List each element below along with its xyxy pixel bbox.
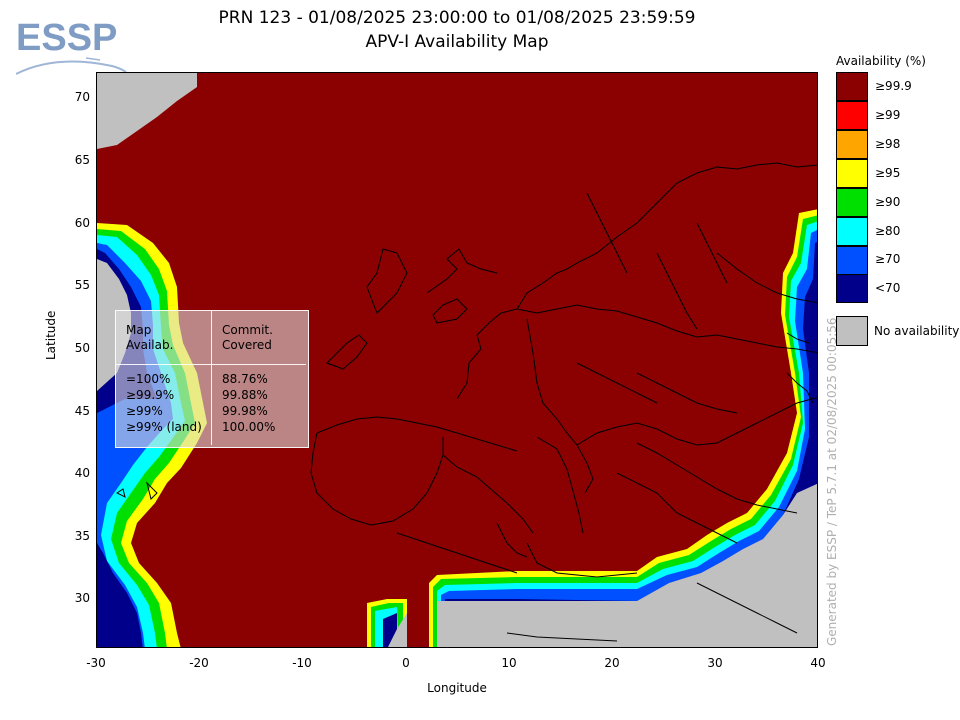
legend-swatch bbox=[836, 101, 868, 130]
legend-label: ≥99.9 bbox=[875, 79, 912, 93]
legend-label: ≥80 bbox=[875, 224, 901, 238]
no-availability-label: No availability bbox=[874, 324, 960, 338]
stats-header-commit: Commit. bbox=[222, 323, 273, 337]
x-axis-label: Longitude bbox=[427, 681, 487, 695]
stats-row-value: 99.98% bbox=[222, 404, 268, 418]
x-tick-label: -20 bbox=[189, 656, 209, 670]
x-tick-label: -10 bbox=[292, 656, 312, 670]
legend-label: ≥70 bbox=[875, 252, 901, 266]
stats-divider-horizontal bbox=[116, 364, 306, 365]
y-axis-label: Latitude bbox=[44, 310, 58, 360]
coverage-stats-table: Map Availab. Commit. Covered =100% 88.76… bbox=[115, 310, 309, 448]
stats-row-value: 88.76% bbox=[222, 372, 268, 386]
legend-swatch bbox=[836, 246, 868, 275]
essp-logo: ESSP bbox=[15, 14, 136, 84]
x-tick-label: -30 bbox=[86, 656, 106, 670]
x-tick-label: 10 bbox=[501, 656, 517, 670]
stats-header-commit-covered: Commit. Covered bbox=[222, 323, 273, 353]
no-availability-swatch bbox=[836, 316, 868, 346]
y-tick-label: 65 bbox=[74, 153, 90, 167]
stats-header-covered: Covered bbox=[222, 338, 272, 352]
x-tick-label: 40 bbox=[810, 656, 826, 670]
y-tick-label: 30 bbox=[74, 591, 90, 605]
legend-swatch bbox=[836, 188, 868, 217]
legend-swatch bbox=[836, 159, 868, 188]
legend-label: ≥99 bbox=[875, 108, 901, 122]
y-tick-label: 40 bbox=[74, 466, 90, 480]
legend-label: ≥98 bbox=[875, 137, 901, 151]
y-tick-label: 60 bbox=[74, 216, 90, 230]
stats-header-availab: Availab. bbox=[126, 338, 174, 352]
stats-row-label: ≥99.9% bbox=[126, 388, 175, 402]
legend-title: Availability (%) bbox=[836, 54, 926, 68]
stats-row-label: ≥99% bbox=[126, 404, 163, 418]
map-subtitle: APV-I Availability Map bbox=[365, 32, 549, 52]
stats-divider-vertical bbox=[211, 311, 212, 445]
legend-label: ≥90 bbox=[875, 195, 901, 209]
stats-header-map: Map bbox=[126, 323, 152, 337]
legend-swatch bbox=[836, 72, 868, 101]
y-tick-label: 35 bbox=[74, 529, 90, 543]
logo-text: ESSP bbox=[16, 17, 117, 59]
legend-label: <70 bbox=[875, 281, 901, 295]
legend-label: ≥95 bbox=[875, 166, 901, 180]
stats-row-label: ≥99% (land) bbox=[126, 420, 202, 434]
stats-row-value: 99.88% bbox=[222, 388, 268, 402]
y-tick-label: 55 bbox=[74, 278, 90, 292]
stats-header-map-availab: Map Availab. bbox=[126, 323, 173, 353]
y-tick-label: 70 bbox=[74, 90, 90, 104]
map-title: PRN 123 - 01/08/2025 23:00:00 to 01/08/2… bbox=[218, 8, 696, 28]
legend-swatch bbox=[836, 130, 868, 159]
y-tick-label: 45 bbox=[74, 404, 90, 418]
y-tick-label: 50 bbox=[74, 341, 90, 355]
legend-swatch bbox=[836, 217, 868, 246]
x-tick-label: 20 bbox=[604, 656, 620, 670]
stats-row-value: 100.00% bbox=[222, 420, 276, 434]
legend-swatch bbox=[836, 274, 868, 303]
stats-row-label: =100% bbox=[126, 372, 171, 386]
x-tick-label: 30 bbox=[707, 656, 723, 670]
x-tick-label: 0 bbox=[402, 656, 410, 670]
generated-by-note: Generated by ESSP / TeP 5.7.1 at 02/08/2… bbox=[825, 317, 839, 646]
